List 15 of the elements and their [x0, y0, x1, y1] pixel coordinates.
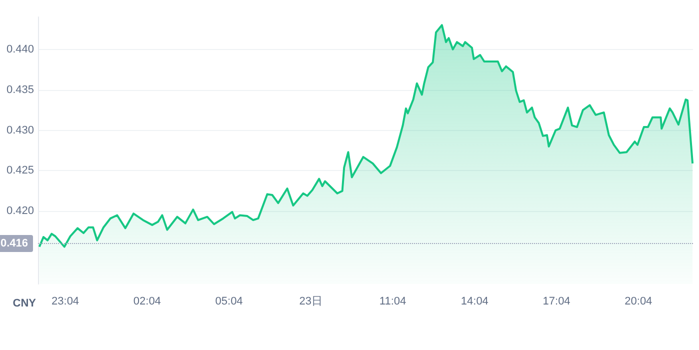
- y-tick-label: 0.425: [6, 164, 34, 177]
- x-tick-label: 05:04: [215, 296, 243, 308]
- x-tick-label: 17:04: [542, 296, 570, 308]
- x-tick-label: 23日: [299, 296, 323, 308]
- y-tick-label: 0.420: [6, 205, 34, 218]
- ref-line-label: 0.416: [0, 238, 28, 250]
- y-tick-label: 0.435: [6, 84, 34, 96]
- y-tick-label: 0.430: [6, 124, 34, 136]
- y-axis-title: CNY: [12, 298, 37, 310]
- x-tick-label: 23:04: [52, 296, 80, 308]
- x-tick-label: 11:04: [379, 296, 406, 308]
- y-tick-label: 0.440: [6, 43, 34, 56]
- x-tick-label: 14:04: [460, 296, 488, 308]
- x-tick-label: 20:04: [624, 296, 652, 308]
- x-tick-label: 02:04: [133, 296, 161, 308]
